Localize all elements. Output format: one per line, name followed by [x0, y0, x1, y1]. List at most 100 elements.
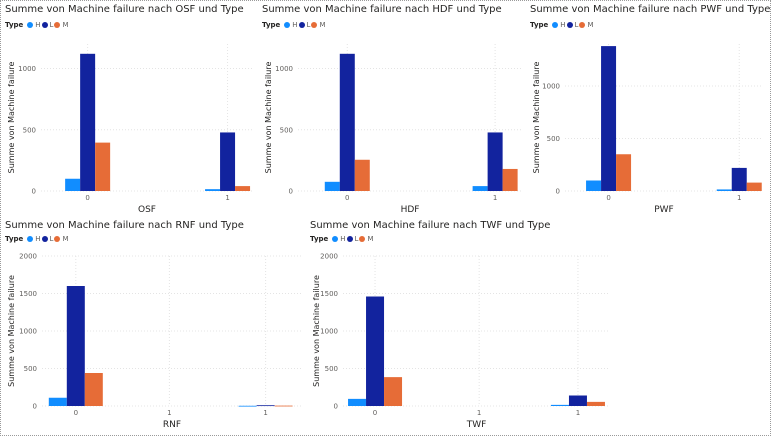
legend-item-m[interactable]: M	[311, 21, 325, 29]
legend-item-m[interactable]: M	[54, 21, 68, 29]
legend-dot-h	[552, 22, 559, 28]
bar-h-1[interactable]	[472, 186, 488, 191]
bar-m-1[interactable]	[746, 182, 762, 191]
bar-m-1[interactable]	[502, 168, 518, 191]
bar-l-1[interactable]	[568, 395, 587, 407]
x-axis-label: OSF	[138, 205, 156, 215]
legend-title: Type	[530, 21, 549, 29]
chart-title: Summe von Machine failure nach RNF und T…	[5, 220, 244, 231]
legend-label-h: H	[35, 21, 41, 29]
legend-dot-l	[41, 22, 48, 28]
legend-item-m[interactable]: M	[359, 235, 373, 243]
bar-h-0[interactable]	[65, 178, 81, 191]
chart-panel-rnf[interactable]: Summe von Machine failure nach RNF und T…	[5, 220, 307, 432]
chart-panel-pwf[interactable]: Summe von Machine failure nach PWF und T…	[530, 4, 770, 219]
x-tick-label: 0	[606, 194, 610, 202]
legend-label-l: L	[354, 235, 359, 243]
y-tick-label: 500	[325, 365, 338, 373]
legend-item-h[interactable]: H	[27, 21, 41, 29]
y-tick-label: 2000	[320, 253, 338, 261]
legend-item-h[interactable]: H	[27, 235, 41, 243]
bar-l-0[interactable]	[66, 286, 85, 406]
legend-label-l: L	[306, 21, 311, 29]
x-axis-label: RNF	[163, 420, 181, 430]
legend-item-m[interactable]: M	[579, 21, 593, 29]
bar-h-0[interactable]	[48, 397, 67, 406]
bar-l-1[interactable]	[220, 132, 236, 191]
bar-m-1[interactable]	[586, 401, 605, 406]
legend-item-l[interactable]: L	[346, 235, 359, 243]
bar-l-1[interactable]	[256, 405, 275, 407]
legend-dot-m	[311, 22, 318, 28]
chart-title: Summe von Machine failure nach TWF und T…	[310, 220, 551, 231]
bar-l-0[interactable]	[339, 53, 355, 191]
bar-l-0[interactable]	[366, 296, 385, 407]
bar-m-0[interactable]	[384, 377, 403, 406]
x-tick-label: 0	[345, 194, 349, 202]
legend-title: Type	[310, 235, 329, 243]
x-tick-label: 0	[85, 194, 89, 202]
legend-label-m: M	[62, 21, 69, 29]
y-tick-label: 0	[32, 188, 36, 196]
x-tick-label: 0	[373, 409, 377, 417]
bar-h-1[interactable]	[550, 404, 569, 406]
legend-item-l[interactable]: L	[298, 21, 311, 29]
y-tick-label: 500	[23, 126, 36, 134]
bar-m-1[interactable]	[235, 186, 251, 191]
legend-dot-l	[41, 236, 48, 242]
bar-l-1[interactable]	[487, 132, 503, 191]
bar-l-0[interactable]	[80, 53, 96, 191]
x-tick-label: 1	[576, 409, 580, 417]
y-axis-label: Summe von Machine failure	[7, 275, 16, 387]
x-tick-label: 1	[263, 409, 267, 417]
bar-l-0[interactable]	[601, 46, 617, 191]
y-axis-label: Summe von Machine failure	[532, 62, 541, 174]
bar-m-0[interactable]	[616, 154, 632, 191]
bar-m-0[interactable]	[95, 142, 111, 191]
legend-item-h[interactable]: H	[332, 235, 346, 243]
y-tick-label: 500	[280, 126, 293, 134]
y-axis-label: Summe von Machine failure	[264, 62, 273, 174]
x-axis-label: PWF	[654, 205, 674, 215]
y-tick-label: 0	[556, 188, 560, 196]
y-tick-label: 1500	[19, 290, 37, 298]
legend-item-h[interactable]: H	[552, 21, 566, 29]
legend-label-l: L	[49, 21, 54, 29]
chart-panel-hdf[interactable]: Summe von Machine failure nach HDF und T…	[262, 4, 532, 219]
bar-h-1[interactable]	[238, 405, 257, 407]
bar-h-0[interactable]	[348, 398, 367, 406]
y-tick-label: 1000	[542, 83, 560, 91]
bar-h-0[interactable]	[324, 181, 340, 191]
legend-label-l: L	[49, 235, 54, 243]
bar-m-0[interactable]	[354, 159, 370, 191]
y-axis-label: Summe von Machine failure	[312, 275, 321, 387]
legend-item-m[interactable]: M	[54, 235, 68, 243]
bar-m-0[interactable]	[84, 373, 103, 406]
x-tick-label: 0	[74, 409, 78, 417]
x-tick-label: 1	[167, 409, 171, 417]
y-tick-label: 0	[33, 403, 37, 411]
legend-label-m: M	[319, 21, 326, 29]
x-tick-label: 1	[225, 194, 229, 202]
legend-item-l[interactable]: L	[566, 21, 579, 29]
y-tick-label: 0	[289, 188, 293, 196]
legend-dot-h	[27, 22, 34, 28]
bar-l-1[interactable]	[731, 167, 747, 191]
chart-panel-twf[interactable]: Summe von Machine failure nach TWF und T…	[310, 220, 615, 432]
bar-m-1[interactable]	[274, 405, 293, 407]
bar-h-0[interactable]	[586, 180, 602, 192]
legend-item-l[interactable]: L	[41, 235, 54, 243]
legend-title: Type	[262, 21, 281, 29]
y-tick-label: 1000	[19, 328, 37, 336]
legend-dot-h	[332, 236, 339, 242]
bar-h-1[interactable]	[716, 189, 732, 191]
bar-h-1[interactable]	[205, 189, 221, 191]
y-tick-label: 1500	[320, 290, 338, 298]
chart-panel-osf[interactable]: Summe von Machine failure nach OSF und T…	[5, 4, 263, 219]
legend-item-l[interactable]: L	[41, 21, 54, 29]
legend-label-l: L	[574, 21, 579, 29]
chart-legend: Type H L M	[530, 21, 594, 33]
y-axis-label: Summe von Machine failure	[7, 62, 16, 174]
y-tick-label: 0	[334, 403, 338, 411]
legend-item-h[interactable]: H	[284, 21, 298, 29]
